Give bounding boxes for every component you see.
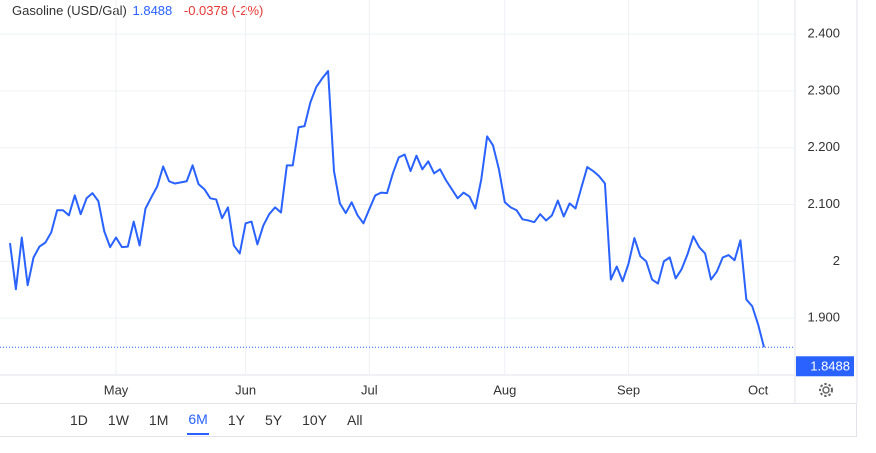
range-button[interactable]: All [346,412,363,428]
x-tick-label: Aug [493,382,516,397]
range-button[interactable]: 1W [107,412,129,428]
range-button[interactable]: 1D [70,412,88,428]
range-bar: 1D 1W 1M 6M 1Y 5Y 10Y All [0,403,857,437]
price-change: -0.0378 (-2%) [183,3,264,18]
header: Gasoline (USD/Gal) 1.8488 -0.0378 (-2%) [12,3,263,18]
last-price-tag-label: 1.8488 [810,359,850,374]
instrument-title: Gasoline (USD/Gal) [12,3,127,18]
y-tick-label: 2.300 [807,82,840,97]
x-tick-label: Jul [361,382,378,397]
range-button[interactable]: 10Y [302,412,327,428]
chart: 1.900 2 2.100 2.200 2.300 2.400 May Jun Jul Aug Se… [0,0,858,403]
x-tick-label: Jun [235,382,256,397]
range-button[interactable]: 6M [187,405,209,435]
x-tick-label: Sep [617,382,640,397]
y-tick-label: 1.900 [807,310,840,325]
x-tick-label: May [104,382,129,397]
range-button[interactable]: 1M [148,412,169,428]
settings-icon[interactable] [819,383,833,397]
price-line [9,70,765,348]
last-price-tag [796,356,854,377]
y-tick-label: 2.200 [807,139,840,154]
range-button[interactable]: 5Y [264,412,283,428]
y-tick-label: 2.400 [807,26,840,41]
x-tick-label: Oct [748,382,769,397]
y-tick-label: 2 [833,253,840,268]
range-button[interactable]: 1Y [227,412,245,428]
last-price: 1.8488 [132,3,173,18]
y-tick-label: 2.100 [807,196,840,211]
